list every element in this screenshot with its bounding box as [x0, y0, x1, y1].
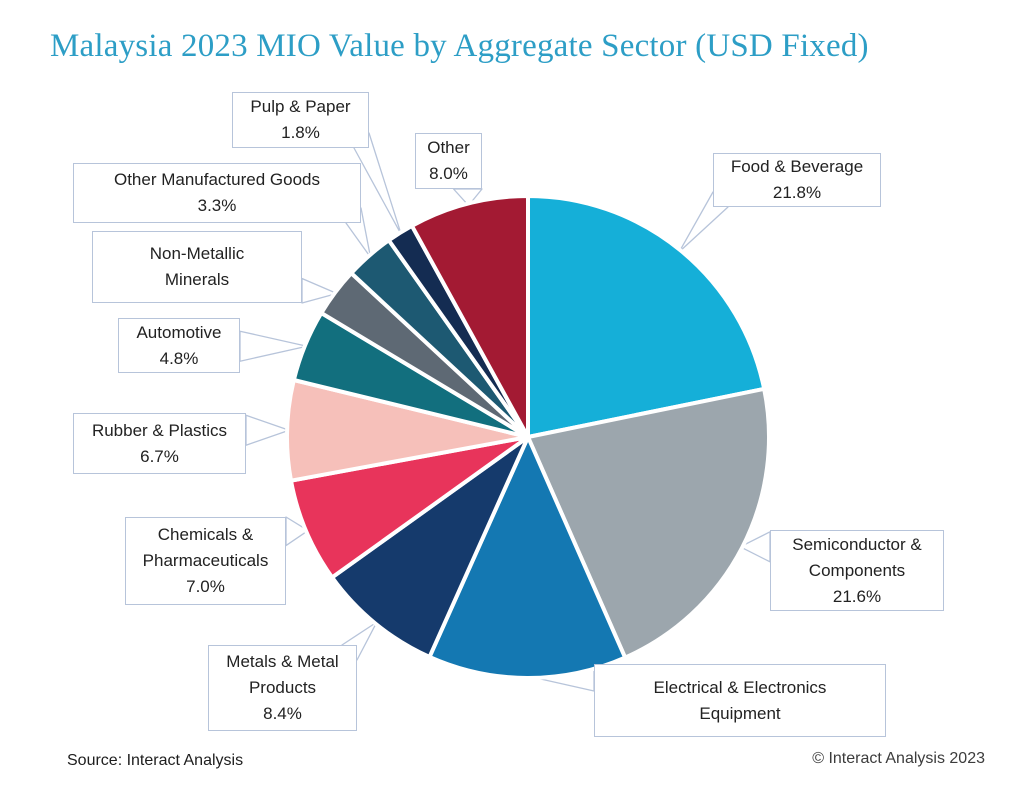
callout-automotive: Automotive 4.8%: [118, 318, 240, 373]
callout-semiconductor-components: Semiconductor & Components 21.6%: [770, 530, 944, 611]
callout-value: 21.6%: [832, 586, 882, 606]
pie-slice-metals-metal-products: [330, 435, 530, 659]
callout-label: Electrical & Electronics: [653, 677, 827, 697]
callout-rubber-plastics: Rubber & Plastics 6.7%: [73, 413, 246, 474]
callout-food-beverage: Food & Beverage 21.8%: [713, 153, 881, 207]
callout-leader: [452, 188, 483, 207]
callout-value: 6.7%: [140, 446, 179, 466]
callout-label: Non-Metallic: [149, 244, 245, 263]
callout-value: 3.3%: [197, 196, 237, 215]
callout-label: Automotive: [136, 322, 222, 342]
callout-label: Rubber & Plastics: [91, 420, 228, 440]
callout-label: Components: [808, 560, 906, 580]
callout-electrical-electronics: Electrical & Electronics Equipment: [594, 664, 886, 737]
pie-slice-chemicals-pharmaceuticals: [288, 435, 530, 580]
callout-value: 8.0%: [429, 164, 468, 183]
callout-label: Equipment: [699, 703, 781, 723]
callout-leader: [245, 414, 290, 446]
callout-label: Metals & Metal: [226, 652, 339, 671]
callout-label: Pulp & Paper: [250, 97, 351, 116]
callout-chemicals-pharmaceuticals: Chemicals & Pharmaceuticals 7.0%: [125, 517, 286, 605]
callout-value: 8.4%: [263, 704, 302, 723]
callout-label: Semiconductor &: [792, 534, 922, 554]
callout-value: 21.8%: [772, 183, 822, 202]
callout-label: Food & Beverage: [730, 157, 864, 176]
callout-other-manufactured-goods: Other Manufactured Goods 3.3%: [73, 163, 361, 223]
callout-label: Minerals: [164, 270, 230, 289]
pie-slice-other: [409, 194, 530, 439]
callout-pulp-paper: Pulp & Paper 1.8%: [232, 92, 369, 148]
pie-slice-semiconductor-components: [526, 386, 771, 660]
source-note: Source: Interact Analysis: [67, 752, 244, 769]
callout-leader: [285, 516, 309, 547]
copyright-note: © Interact Analysis 2023: [812, 750, 985, 767]
callout-metals-metal-products: Metals & Metal Products 8.4%: [208, 645, 357, 731]
callout-label: Pharmaceuticals: [142, 551, 269, 570]
pie-slice-food-beverage: [526, 194, 767, 439]
callout-label: Chemicals &: [157, 525, 254, 544]
callout-leader: [239, 330, 308, 362]
callout-value: 7.0%: [186, 577, 225, 596]
callout-non-metallic-minerals: Non-Metallic Minerals: [92, 231, 302, 303]
pie-slice-electrical-electronics-equipment: [427, 435, 628, 680]
callout-label: Other: [427, 138, 470, 157]
callout-label: Products: [248, 678, 317, 697]
chart-title: Malaysia 2023 MIO Value by Aggregate Sec…: [50, 28, 869, 64]
callout-value: 1.8%: [281, 123, 320, 142]
callout-leader: [301, 277, 338, 304]
callout-label: Other Manufactured Goods: [113, 170, 320, 189]
callout-other: Other 8.0%: [415, 133, 482, 189]
callout-value: 4.8%: [159, 348, 199, 368]
